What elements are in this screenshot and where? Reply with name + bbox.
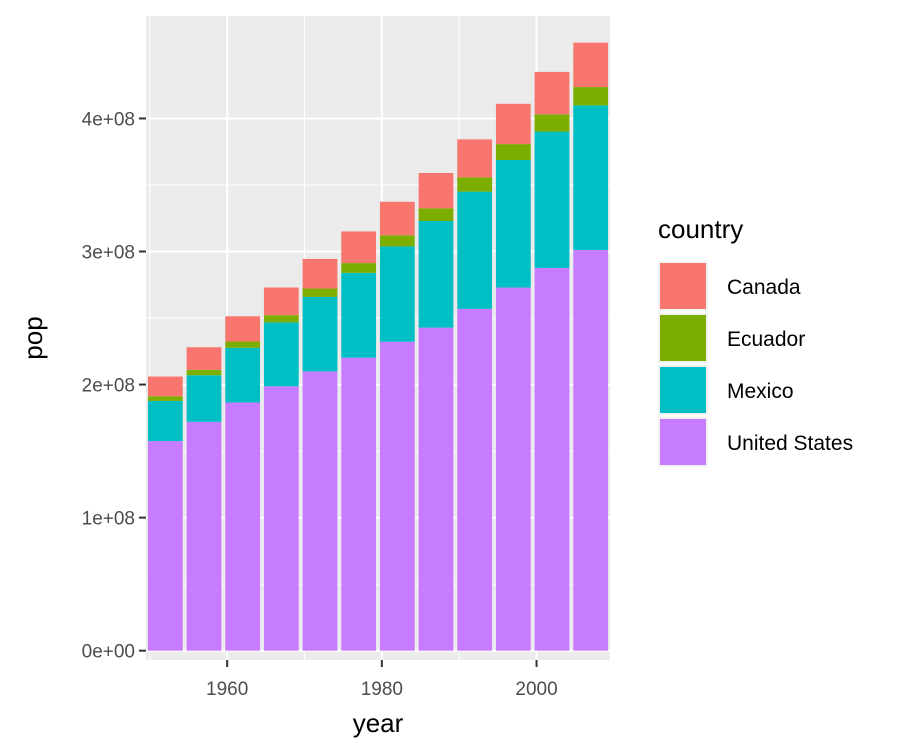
bar-segment xyxy=(341,272,377,358)
legend-title: country xyxy=(658,214,743,244)
bar-segment xyxy=(534,71,570,115)
bar-segment xyxy=(302,296,338,372)
y-axis-title: pop xyxy=(18,316,48,359)
x-tick-label: 2000 xyxy=(515,679,557,700)
bar-segment xyxy=(418,172,454,209)
bar-segment xyxy=(418,208,454,222)
bar-segment xyxy=(573,249,609,651)
bar-segment xyxy=(457,191,493,309)
bar-segment xyxy=(379,235,415,247)
x-axis: 1960 1980 2000 xyxy=(206,660,558,700)
bar-segment xyxy=(225,316,261,342)
bar-segment xyxy=(495,144,531,160)
bar-segment xyxy=(341,263,377,273)
bar-segment xyxy=(379,341,415,651)
legend-swatch xyxy=(660,419,706,465)
bar-segment xyxy=(186,347,222,370)
bar-segment xyxy=(147,400,183,442)
legend-swatch xyxy=(660,263,706,309)
bar-segment xyxy=(379,246,415,342)
bar-segment xyxy=(418,327,454,651)
bar-segment xyxy=(225,341,261,348)
y-tick-label: 1e+08 xyxy=(82,509,135,530)
bar-segment xyxy=(573,87,609,106)
bar-segment xyxy=(302,371,338,651)
bar-segment xyxy=(147,441,183,651)
y-axis: 0e+00 1e+08 2e+08 3e+08 4e+08 xyxy=(82,109,146,663)
bar-segment xyxy=(186,369,222,376)
bar-segment xyxy=(186,375,222,422)
bar-segment xyxy=(147,376,183,397)
legend-label: United States xyxy=(727,432,853,455)
bar-segment xyxy=(534,114,570,132)
bar-segment xyxy=(495,103,531,145)
y-tick-label: 4e+08 xyxy=(82,109,135,130)
bar-segment xyxy=(263,386,299,651)
legend-items: Canada Ecuador Mexico United States xyxy=(658,261,853,467)
bar-segment xyxy=(457,308,493,651)
bar-segment xyxy=(418,221,454,328)
bar-segment xyxy=(263,287,299,316)
y-tick-label: 3e+08 xyxy=(82,243,135,264)
bar-segment xyxy=(263,322,299,387)
bar-segment xyxy=(302,258,338,289)
plot-panel xyxy=(146,16,610,660)
legend-label: Mexico xyxy=(727,380,794,403)
bar-segment xyxy=(457,177,493,192)
bar-segment xyxy=(457,139,493,178)
bar-segment xyxy=(341,357,377,651)
legend: country Canada Ecuador Mexico United States xyxy=(658,214,853,467)
x-axis-title: year xyxy=(353,708,404,738)
bar-segment xyxy=(495,159,531,288)
bar-segment xyxy=(379,201,415,236)
bar-segment xyxy=(534,131,570,268)
bar-segment xyxy=(302,288,338,297)
legend-label: Canada xyxy=(727,276,801,299)
legend-label: Ecuador xyxy=(727,328,805,351)
y-tick-label: 2e+08 xyxy=(82,376,135,397)
bar-segment xyxy=(573,105,609,250)
bar-segment xyxy=(573,42,609,88)
bar-segment xyxy=(534,267,570,651)
bar-segment xyxy=(341,231,377,264)
bar-segment xyxy=(263,315,299,323)
x-tick-label: 1960 xyxy=(206,679,248,700)
bar-segment xyxy=(225,347,261,403)
legend-swatch xyxy=(660,315,706,361)
bar-segment xyxy=(147,396,183,401)
bar-segment xyxy=(495,287,531,651)
bar-segment xyxy=(186,421,222,651)
bars xyxy=(147,42,609,651)
x-tick-label: 1980 xyxy=(361,679,403,700)
legend-swatch xyxy=(660,367,706,413)
y-tick-label: 0e+00 xyxy=(82,642,135,663)
bar-segment xyxy=(225,402,261,651)
